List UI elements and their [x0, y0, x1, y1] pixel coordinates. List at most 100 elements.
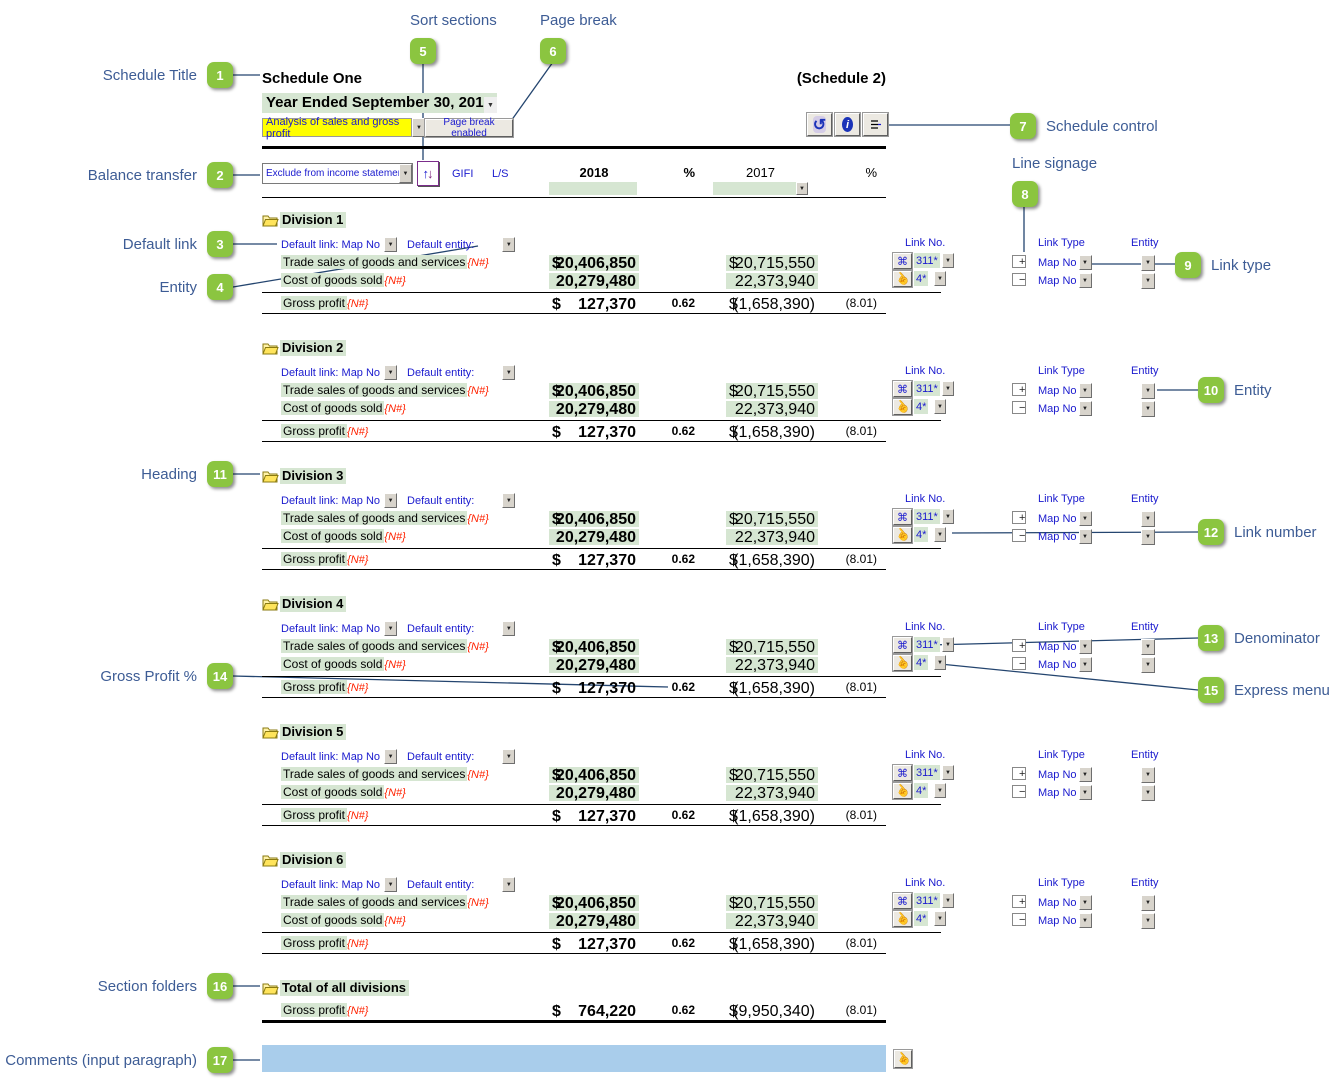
- trade-2017-cell[interactable]: $ 20,715,550: [726, 895, 818, 912]
- default-entity-dropdown[interactable]: ▼: [502, 877, 516, 892]
- line-signage-minus-button[interactable]: −: [1012, 273, 1026, 286]
- express-menu-button[interactable]: ☝: [892, 269, 912, 289]
- link-type-select[interactable]: Map No ▼: [1038, 273, 1092, 288]
- row-label[interactable]: Gross profit: [281, 808, 348, 822]
- trade-2017-cell[interactable]: $ 20,715,550: [726, 767, 818, 784]
- row-label[interactable]: Trade sales of goods and services: [281, 767, 468, 781]
- cost-2017-cell[interactable]: 22,373,940: [726, 273, 818, 290]
- cost-2018-cell[interactable]: 20,279,480: [549, 273, 639, 290]
- trade-2018-cell[interactable]: $ 20,406,850: [549, 639, 639, 656]
- denominator-dropdown[interactable]: ▼: [934, 911, 946, 926]
- entity-dropdown[interactable]: ▼: [1141, 401, 1155, 417]
- row-label[interactable]: Cost of goods sold: [281, 401, 385, 415]
- denominator-dropdown[interactable]: ▼: [934, 527, 946, 542]
- info-button[interactable]: i: [835, 113, 860, 136]
- link-number-value[interactable]: 311*: [914, 637, 940, 652]
- row-label[interactable]: Trade sales of goods and services: [281, 511, 468, 525]
- default-entity-dropdown[interactable]: ▼: [502, 237, 516, 252]
- row-label[interactable]: Gross profit: [281, 936, 348, 950]
- express-menu-button[interactable]: ☝: [892, 525, 912, 545]
- folder-icon[interactable]: [262, 213, 279, 227]
- denominator-dropdown[interactable]: ▼: [934, 655, 946, 670]
- default-entity-dropdown[interactable]: ▼: [502, 621, 516, 636]
- link-type-select[interactable]: Map No ▼: [1038, 895, 1092, 910]
- denominator-link-value[interactable]: 4*: [914, 527, 929, 542]
- folder-icon[interactable]: [262, 469, 279, 483]
- cost-2017-cell[interactable]: 22,373,940: [726, 785, 818, 802]
- default-entity-dropdown[interactable]: ▼: [502, 749, 516, 764]
- cost-2018-cell[interactable]: 20,279,480: [549, 401, 639, 418]
- entity-dropdown[interactable]: ▼: [1141, 511, 1155, 527]
- balance-link-button[interactable]: ⌘: [893, 381, 912, 397]
- line-signage-plus-button[interactable]: +: [1012, 639, 1026, 652]
- analysis-dropdown-button[interactable]: ▼: [412, 118, 426, 137]
- dropdown-arrow-icon[interactable]: ▼: [399, 164, 412, 183]
- division-heading[interactable]: Division 4: [280, 595, 347, 612]
- row-label[interactable]: Trade sales of goods and services: [281, 383, 468, 397]
- balance-link-button[interactable]: ⌘: [893, 893, 912, 909]
- link-type-select[interactable]: Map No ▼: [1038, 785, 1092, 800]
- trade-2017-cell[interactable]: $ 20,715,550: [726, 639, 818, 656]
- entity-dropdown[interactable]: ▼: [1141, 273, 1155, 289]
- dropdown-arrow-icon[interactable]: ▼: [796, 182, 808, 195]
- link-number-value[interactable]: 311*: [914, 893, 940, 908]
- cost-2018-cell[interactable]: 20,279,480: [549, 657, 639, 674]
- entity-dropdown[interactable]: ▼: [1141, 657, 1155, 673]
- trade-2018-cell[interactable]: $ 20,406,850: [549, 895, 639, 912]
- cost-2018-cell[interactable]: 20,279,480: [549, 785, 639, 802]
- default-link-dropdown[interactable]: ▼: [384, 749, 398, 764]
- row-label[interactable]: Cost of goods sold: [281, 273, 385, 287]
- row-label[interactable]: Cost of goods sold: [281, 657, 385, 671]
- denominator-link-value[interactable]: 4*: [914, 911, 929, 926]
- link-type-select[interactable]: Map No ▼: [1038, 639, 1092, 654]
- entity-dropdown[interactable]: ▼: [1141, 529, 1155, 545]
- default-link-dropdown[interactable]: ▼: [384, 237, 398, 252]
- cost-2018-cell[interactable]: 20,279,480: [549, 529, 639, 546]
- entity-dropdown[interactable]: ▼: [1141, 255, 1155, 271]
- row-label[interactable]: Gross profit: [281, 552, 348, 566]
- link-type-select[interactable]: Map No ▼: [1038, 401, 1092, 416]
- line-signage-minus-button[interactable]: −: [1012, 657, 1026, 670]
- link-number-dropdown[interactable]: ▼: [942, 637, 954, 652]
- default-link-dropdown[interactable]: ▼: [384, 365, 398, 380]
- division-heading[interactable]: Division 5: [280, 723, 347, 740]
- trade-2018-cell[interactable]: $ 20,406,850: [549, 255, 639, 272]
- link-type-select[interactable]: Map No ▼: [1038, 529, 1092, 544]
- row-label[interactable]: Cost of goods sold: [281, 785, 385, 799]
- express-menu-button[interactable]: ☝: [892, 397, 912, 417]
- comments-input[interactable]: [262, 1045, 886, 1072]
- line-signage-plus-button[interactable]: +: [1012, 383, 1026, 396]
- balance-link-button[interactable]: ⌘: [893, 637, 912, 653]
- cost-2017-cell[interactable]: 22,373,940: [726, 529, 818, 546]
- link-number-value[interactable]: 311*: [914, 253, 940, 268]
- link-type-select[interactable]: Map No ▼: [1038, 383, 1092, 398]
- denominator-link-value[interactable]: 4*: [914, 655, 929, 670]
- denominator-link-value[interactable]: 4*: [914, 399, 929, 414]
- default-link-dropdown[interactable]: ▼: [384, 621, 398, 636]
- year-2018-input-cell[interactable]: [549, 182, 637, 195]
- link-number-dropdown[interactable]: ▼: [942, 509, 954, 524]
- express-menu-button[interactable]: ☝: [892, 653, 912, 673]
- denominator-dropdown[interactable]: ▼: [934, 399, 946, 414]
- link-number-dropdown[interactable]: ▼: [942, 253, 954, 268]
- link-type-select[interactable]: Map No ▼: [1038, 913, 1092, 928]
- trade-2017-cell[interactable]: $ 20,715,550: [726, 383, 818, 400]
- link-type-select[interactable]: Map No ▼: [1038, 767, 1092, 782]
- cost-2017-cell[interactable]: 22,373,940: [726, 401, 818, 418]
- line-signage-minus-button[interactable]: −: [1012, 785, 1026, 798]
- denominator-link-value[interactable]: 4*: [914, 783, 929, 798]
- gifi-column-header[interactable]: GIFI: [452, 168, 474, 180]
- row-label[interactable]: Trade sales of goods and services: [281, 255, 468, 269]
- export-button[interactable]: [863, 113, 888, 136]
- link-number-value[interactable]: 311*: [914, 381, 940, 396]
- page-break-button[interactable]: Page break enabled: [425, 117, 513, 139]
- folder-icon[interactable]: [262, 341, 279, 355]
- denominator-dropdown[interactable]: ▼: [934, 783, 946, 798]
- line-signage-plus-button[interactable]: +: [1012, 255, 1026, 268]
- line-signage-plus-button[interactable]: +: [1012, 767, 1026, 780]
- row-label[interactable]: Cost of goods sold: [281, 913, 385, 927]
- link-type-select[interactable]: Map No ▼: [1038, 657, 1092, 672]
- express-menu-button[interactable]: ☝: [892, 909, 912, 929]
- ls-column-header[interactable]: L/S: [492, 168, 509, 180]
- recalculate-button[interactable]: ↺: [807, 113, 832, 136]
